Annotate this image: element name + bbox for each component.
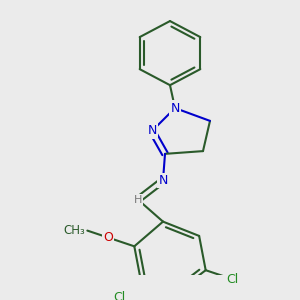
Text: Cl: Cl: [113, 291, 125, 300]
Text: Cl: Cl: [226, 272, 238, 286]
Text: CH₃: CH₃: [64, 224, 85, 237]
Text: N: N: [158, 174, 168, 187]
Text: H: H: [134, 195, 142, 205]
Text: O: O: [103, 231, 113, 244]
Text: N: N: [170, 102, 180, 115]
Text: N: N: [147, 124, 157, 137]
